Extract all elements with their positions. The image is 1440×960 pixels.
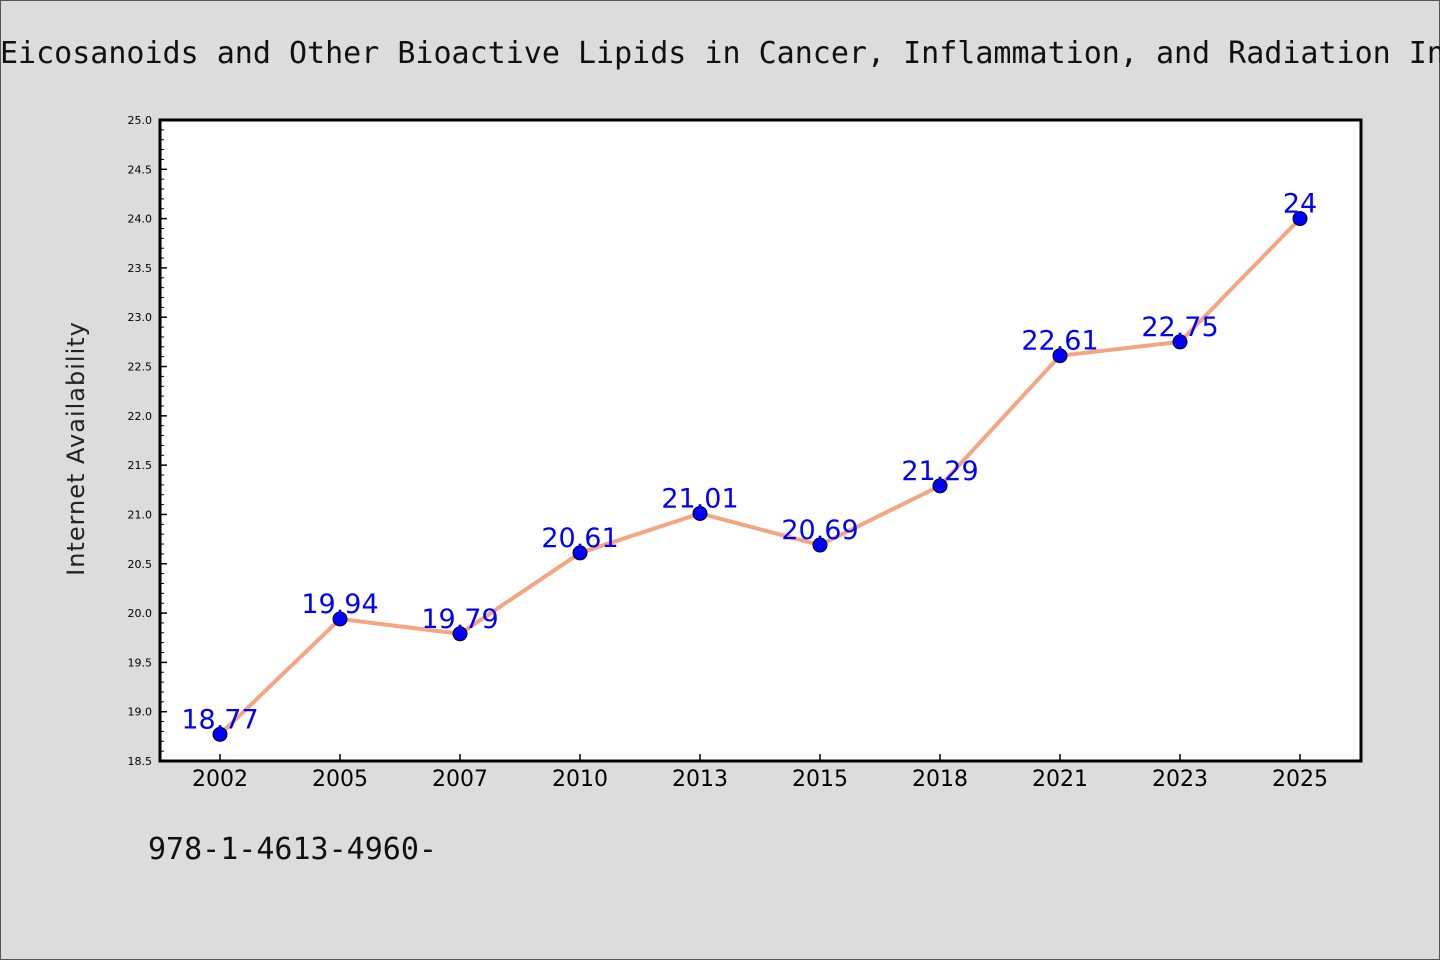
y-tick-label: 22.0 [128, 410, 153, 423]
data-point [572, 545, 588, 561]
y-tick-label: 24.0 [128, 213, 153, 226]
y-tick-label: 25.0 [128, 114, 153, 127]
series-layer: 18.77 19.94 19.79 20.61 21.01 20.69 21.29 22.61… [181, 189, 1317, 742]
y-tick-label: 18.5 [128, 755, 153, 768]
y-tick-label: 22.5 [128, 361, 153, 374]
data-point [1292, 211, 1308, 227]
x-tick-label: 2002 [192, 767, 248, 792]
data-label: 18.77 [181, 704, 258, 735]
y-tick-label: 19.5 [128, 656, 153, 669]
data-point [812, 537, 828, 553]
data-label: 21.29 [901, 456, 978, 487]
data-label: 19.79 [421, 604, 498, 635]
y-tick-label: 20.5 [128, 558, 153, 571]
data-point [932, 478, 948, 494]
x-tick-label: 2010 [552, 767, 608, 792]
x-tick-label: 2025 [1272, 767, 1328, 792]
x-tick-label: 2023 [1152, 767, 1208, 792]
data-point [452, 626, 468, 642]
data-point [332, 611, 348, 627]
chart-title: Eicosanoids and Other Bioactive Lipids i… [0, 36, 1440, 71]
data-label: 22.61 [1021, 326, 1098, 357]
data-label: 20.61 [541, 523, 618, 554]
data-point [1052, 348, 1068, 364]
data-point [212, 726, 228, 742]
data-label: 22.75 [1141, 312, 1218, 343]
x-axis: 2002 2005 2007 2010 2013 2015 2018 2021 2023 2025 [192, 754, 1328, 792]
y-tick-label: 24.5 [128, 163, 153, 176]
y-tick-label: 21.0 [128, 508, 153, 521]
plot-area [158, 118, 1363, 763]
x-tick-label: 2013 [672, 767, 728, 792]
series-line [218, 216, 1302, 737]
data-label: 20.69 [781, 515, 858, 546]
x-tick-label: 2005 [312, 767, 368, 792]
x-tick-label: 2015 [792, 767, 848, 792]
data-label: 19.94 [301, 589, 378, 620]
y-axis: 18.5 19.0 19.5 20.0 20.5 21.0 21.5 22.0 22.5 23.0… [128, 114, 167, 768]
data-point [692, 505, 708, 521]
x-tick-label: 2018 [912, 767, 968, 792]
x-tick-label: 2007 [432, 767, 488, 792]
data-label: 21.01 [661, 483, 738, 514]
data-label: 24 [1283, 189, 1317, 220]
x-tick-label: 2021 [1032, 767, 1088, 792]
footer-isbn-text: 978-1-4613-4960- [148, 832, 437, 867]
y-tick-label: 23.5 [128, 262, 153, 275]
y-tick-label: 21.5 [128, 459, 153, 472]
y-axis-label: Internet Availability [62, 321, 90, 576]
y-tick-label: 20.0 [128, 607, 153, 620]
y-tick-label: 19.0 [128, 706, 153, 719]
y-tick-label: 23.0 [128, 311, 153, 324]
data-point [1172, 334, 1188, 350]
